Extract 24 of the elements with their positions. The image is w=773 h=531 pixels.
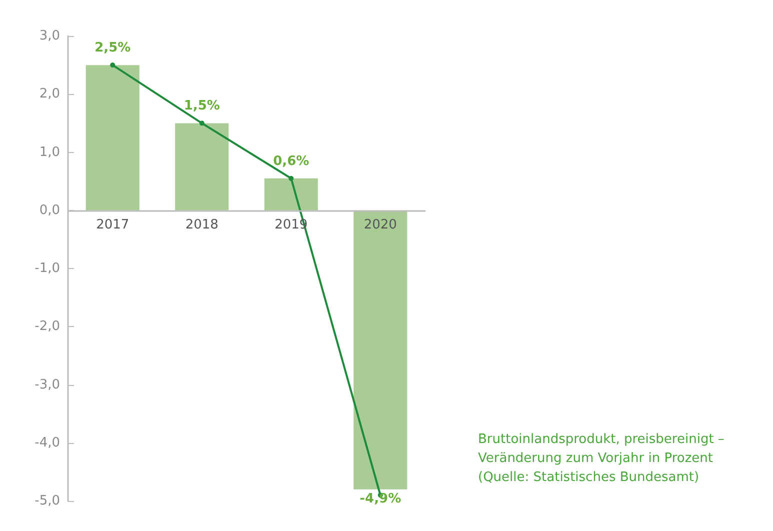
- data-label: 2,5%: [94, 40, 131, 56]
- data-label: 1,5%: [184, 98, 220, 114]
- bar: [86, 65, 140, 210]
- y-tick-label: -2,0: [34, 319, 60, 334]
- point: [288, 176, 294, 181]
- bar: [354, 210, 408, 490]
- text: Bruttoinlandsprodukt, preisbereinigt – Veränderung zum Vorjahr in Prozent (Quelle: Statistisches Bundesamt): [478, 432, 724, 485]
- x-tick-label: 2018: [185, 217, 218, 232]
- point: [110, 62, 116, 68]
- y-tick-label: 2,0: [39, 86, 60, 102]
- data-label: -4,9%: [360, 492, 402, 507]
- x-tick-label: 2017: [96, 217, 130, 232]
- y-tick-label: 3,0: [39, 28, 60, 44]
- data-label: 0,6%: [273, 154, 310, 169]
- y-tick-label: -5,0: [34, 494, 60, 508]
- y-tick-label: 0,0: [39, 202, 60, 218]
- y-tick-label: -1,0: [34, 261, 60, 276]
- bar: [264, 178, 318, 210]
- y-tick-label: -3,0: [34, 377, 60, 392]
- y-tick-label: -4,0: [34, 435, 60, 450]
- bar: [175, 123, 229, 210]
- x-tick-label: 2020: [364, 217, 397, 232]
- point: [199, 120, 204, 126]
- y-tick-label: 1,0: [39, 144, 60, 160]
